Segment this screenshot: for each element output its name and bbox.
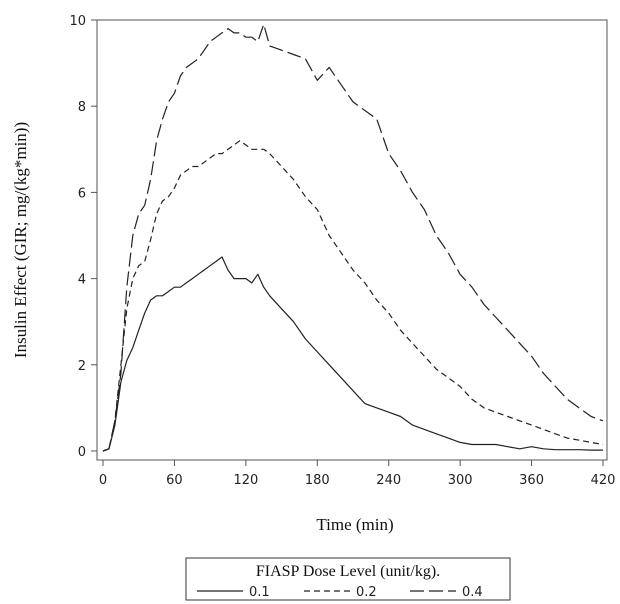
- legend: FIASP Dose Level (unit/kg). 0.1 0.2 0.4: [185, 557, 511, 601]
- y-tick-label: 6: [78, 186, 86, 201]
- x-tick-label: 240: [376, 473, 401, 488]
- x-tick-label: 300: [448, 473, 473, 488]
- series-line-0.2: [102, 140, 604, 452]
- x-tick-label: 420: [591, 473, 616, 488]
- x-tick-label: 180: [305, 473, 330, 488]
- legend-label-0.2: 0.2: [356, 585, 377, 600]
- y-tick-label: 8: [78, 100, 86, 115]
- x-tick-label: 60: [166, 473, 183, 488]
- x-tick-label: 360: [519, 473, 544, 488]
- y-axis-title: Insulin Effect (GIR; mg/(kg*min)): [11, 122, 30, 358]
- series-line-0.4: [102, 23, 604, 452]
- legend-label-0.1: 0.1: [249, 585, 270, 600]
- plot-frame: [96, 19, 608, 461]
- y-tick-label: 10: [69, 14, 86, 29]
- y-tick-label: 2: [78, 359, 86, 374]
- series-group: [102, 23, 604, 452]
- legend-label-0.4: 0.4: [462, 585, 483, 600]
- series-line-0.1: [102, 256, 603, 452]
- x-axis: 0 60 120 180 240 300 360 420: [99, 460, 616, 488]
- legend-box: [185, 557, 511, 601]
- x-axis-title: Time (min): [316, 515, 393, 534]
- y-axis: 0 2 4 6 8 10: [69, 14, 97, 460]
- y-tick-label: 4: [78, 273, 86, 288]
- legend-title: FIASP Dose Level (unit/kg).: [256, 563, 440, 580]
- x-tick-label: 120: [233, 473, 258, 488]
- legend-items: 0.1 0.2 0.4: [197, 585, 483, 600]
- y-tick-label: 0: [78, 445, 86, 460]
- x-tick-label: 0: [99, 473, 107, 488]
